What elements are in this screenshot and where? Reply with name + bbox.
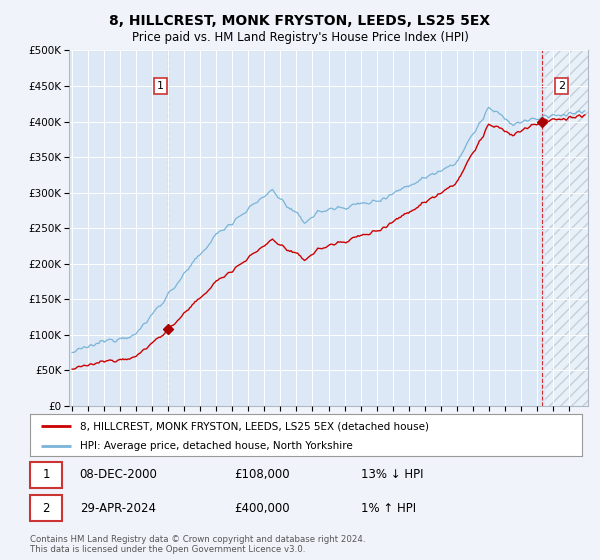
Text: 29-APR-2024: 29-APR-2024 [80,502,155,515]
Text: HPI: Average price, detached house, North Yorkshire: HPI: Average price, detached house, Nort… [80,441,352,451]
Text: £108,000: £108,000 [234,468,290,481]
Text: 1% ↑ HPI: 1% ↑ HPI [361,502,416,515]
Text: 1: 1 [42,468,50,481]
Text: 8, HILLCREST, MONK FRYSTON, LEEDS, LS25 5EX (detached house): 8, HILLCREST, MONK FRYSTON, LEEDS, LS25 … [80,421,428,431]
Text: 1: 1 [157,81,164,91]
Text: 08-DEC-2000: 08-DEC-2000 [80,468,158,481]
Text: £400,000: £400,000 [234,502,290,515]
Text: 8, HILLCREST, MONK FRYSTON, LEEDS, LS25 5EX: 8, HILLCREST, MONK FRYSTON, LEEDS, LS25 … [109,14,491,28]
Text: 2: 2 [42,502,50,515]
Bar [545,50,588,406]
Text: Price paid vs. HM Land Registry's House Price Index (HPI): Price paid vs. HM Land Registry's House … [131,31,469,44]
Text: 2: 2 [557,81,565,91]
Text: Contains HM Land Registry data © Crown copyright and database right 2024.
This d: Contains HM Land Registry data © Crown c… [30,535,365,554]
FancyBboxPatch shape [30,495,62,521]
Text: 13% ↓ HPI: 13% ↓ HPI [361,468,424,481]
FancyBboxPatch shape [30,461,62,488]
